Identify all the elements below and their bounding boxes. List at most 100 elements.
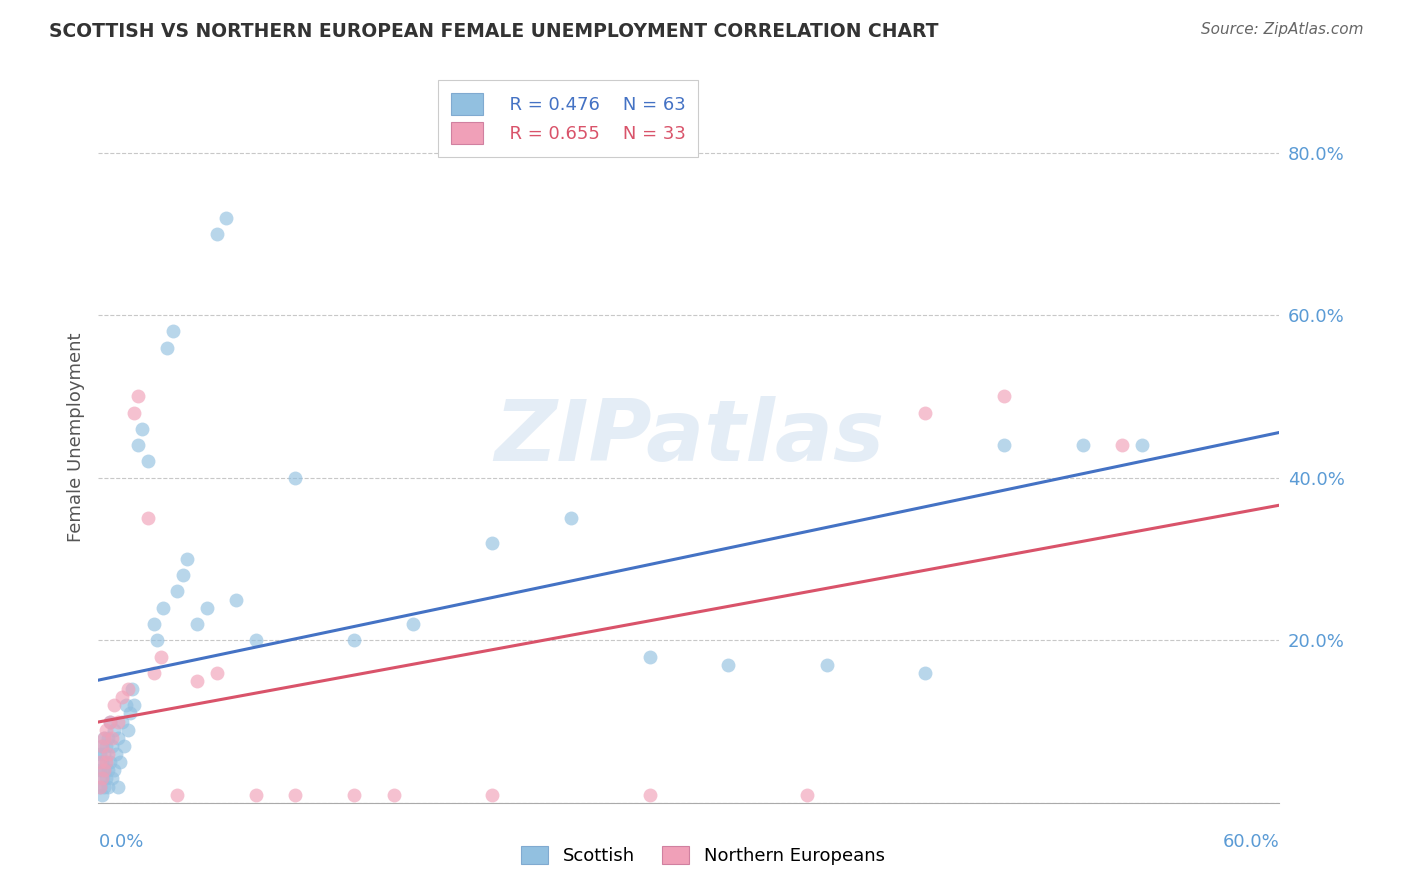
Text: ZIPatlas: ZIPatlas [494,395,884,479]
Text: 60.0%: 60.0% [1223,833,1279,851]
Northern Europeans [166,788,188,802]
Scottish [152,600,174,615]
Scottish [103,723,125,737]
Scottish [91,772,114,786]
Northern Europeans [93,764,115,778]
Scottish [122,698,145,713]
Scottish [98,714,121,729]
Northern Europeans [97,747,120,761]
Northern Europeans [96,755,118,769]
Scottish [172,568,194,582]
Scottish [481,535,503,549]
Northern Europeans [122,406,145,420]
Scottish [105,747,128,761]
Scottish [195,600,218,615]
Scottish [815,657,838,672]
Northern Europeans [1111,438,1133,452]
Northern Europeans [481,788,503,802]
Scottish [115,698,138,713]
Scottish [97,780,120,794]
Scottish [121,681,143,696]
Northern Europeans [284,788,307,802]
Text: SCOTTISH VS NORTHERN EUROPEAN FEMALE UNEMPLOYMENT CORRELATION CHART: SCOTTISH VS NORTHERN EUROPEAN FEMALE UNE… [49,22,939,41]
Scottish [93,747,115,761]
Scottish [176,552,198,566]
Scottish [111,714,134,729]
Northern Europeans [107,714,129,729]
Scottish [97,731,120,745]
Northern Europeans [89,755,111,769]
Northern Europeans [142,665,165,680]
Northern Europeans [382,788,405,802]
Scottish [156,341,179,355]
Scottish [98,755,121,769]
Scottish [343,633,366,648]
Scottish [107,731,129,745]
Scottish [136,454,159,468]
Scottish [97,764,120,778]
Scottish [717,657,740,672]
Northern Europeans [136,511,159,525]
Scottish [166,584,188,599]
Scottish [402,617,425,632]
Scottish [1130,438,1153,452]
Scottish [91,788,114,802]
Northern Europeans [343,788,366,802]
Scottish [96,739,118,753]
Scottish [245,633,267,648]
Scottish [1071,438,1094,452]
Scottish [127,438,149,452]
Scottish [93,731,115,745]
Scottish [89,764,111,778]
Scottish [225,592,247,607]
Scottish [215,211,238,225]
Legend:   R = 0.476    N = 63,   R = 0.655    N = 33: R = 0.476 N = 63, R = 0.655 N = 33 [439,80,699,157]
Legend: Scottish, Northern Europeans: Scottish, Northern Europeans [512,837,894,874]
Northern Europeans [101,731,124,745]
Scottish [993,438,1015,452]
Northern Europeans [96,723,118,737]
Scottish [108,755,131,769]
Scottish [131,422,153,436]
Scottish [205,227,228,241]
Northern Europeans [91,739,114,753]
Northern Europeans [796,788,818,802]
Scottish [162,325,184,339]
Northern Europeans [205,665,228,680]
Scottish [146,633,169,648]
Scottish [142,617,165,632]
Scottish [89,747,111,761]
Northern Europeans [127,389,149,403]
Scottish [186,617,208,632]
Northern Europeans [89,780,111,794]
Text: 0.0%: 0.0% [98,833,143,851]
Northern Europeans [103,698,125,713]
Text: Source: ZipAtlas.com: Source: ZipAtlas.com [1201,22,1364,37]
Northern Europeans [117,681,139,696]
Scottish [118,706,141,721]
Scottish [284,471,307,485]
Y-axis label: Female Unemployment: Female Unemployment [66,333,84,541]
Scottish [117,723,139,737]
Northern Europeans [98,714,121,729]
Scottish [914,665,936,680]
Northern Europeans [111,690,134,705]
Northern Europeans [245,788,267,802]
Northern Europeans [93,731,115,745]
Northern Europeans [993,389,1015,403]
Scottish [93,764,115,778]
Scottish [91,755,114,769]
Scottish [101,739,124,753]
Scottish [96,755,118,769]
Scottish [107,780,129,794]
Scottish [93,780,115,794]
Scottish [91,739,114,753]
Northern Europeans [638,788,661,802]
Scottish [560,511,582,525]
Northern Europeans [914,406,936,420]
Northern Europeans [186,673,208,688]
Scottish [101,772,124,786]
Scottish [103,764,125,778]
Northern Europeans [91,772,114,786]
Northern Europeans [150,649,173,664]
